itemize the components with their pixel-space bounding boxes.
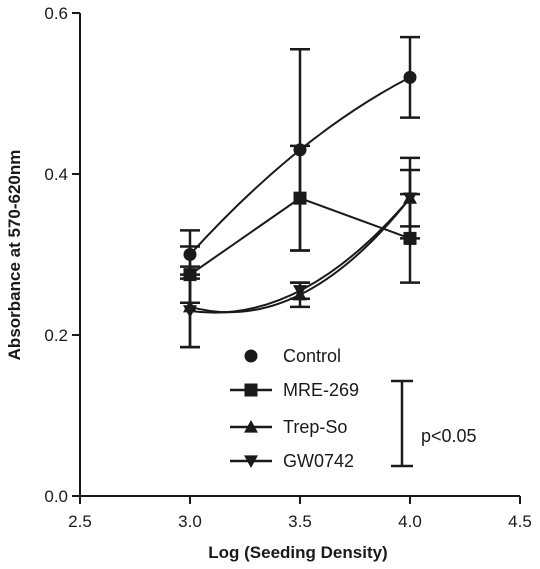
y-tick-label: 0.2 bbox=[44, 326, 68, 345]
point-gw0742 bbox=[293, 285, 307, 298]
legend-marker-gw0742 bbox=[244, 455, 258, 468]
legend-label-trep-so: Trep-So bbox=[283, 417, 347, 437]
legend-label-mre-269: MRE-269 bbox=[283, 380, 359, 400]
x-tick-label: 4.0 bbox=[398, 512, 422, 531]
legend: Control MRE-269 Trep-So GW0742 bbox=[230, 346, 359, 471]
x-axis-title: Log (Seeding Density) bbox=[208, 543, 387, 562]
x-tick-label: 4.5 bbox=[508, 512, 532, 531]
point-control bbox=[183, 248, 197, 261]
significance-bracket: p<0.05 bbox=[391, 379, 477, 468]
point-control bbox=[293, 143, 307, 157]
legend-marker-trep-so bbox=[244, 420, 258, 433]
y-tick-label: 0.6 bbox=[44, 4, 68, 23]
x-tick-label: 3.5 bbox=[288, 512, 312, 531]
x-tick-label: 3.0 bbox=[178, 512, 202, 531]
axes: 2.5 3.0 3.5 4.0 4.5 0.0 0.2 0.4 0.6 bbox=[44, 4, 531, 531]
point-control bbox=[403, 70, 417, 84]
point-mre-269 bbox=[183, 268, 197, 282]
point-mre-269 bbox=[403, 231, 417, 245]
y-tick-label: 0.4 bbox=[44, 165, 68, 184]
legend-marker-control bbox=[244, 349, 258, 363]
point-mre-269 bbox=[293, 191, 307, 205]
legend-label-gw0742: GW0742 bbox=[283, 451, 354, 471]
x-tick-label: 2.5 bbox=[68, 512, 92, 531]
significance-label: p<0.05 bbox=[421, 426, 477, 446]
y-axis-title: Absorbance at 570-620nm bbox=[5, 150, 24, 361]
data-markers bbox=[183, 70, 417, 318]
legend-marker-mre-269 bbox=[244, 383, 258, 397]
point-gw0742 bbox=[183, 305, 197, 318]
point-gw0742 bbox=[403, 192, 417, 206]
y-tick-label: 0.0 bbox=[44, 487, 68, 506]
legend-label-control: Control bbox=[283, 346, 341, 366]
